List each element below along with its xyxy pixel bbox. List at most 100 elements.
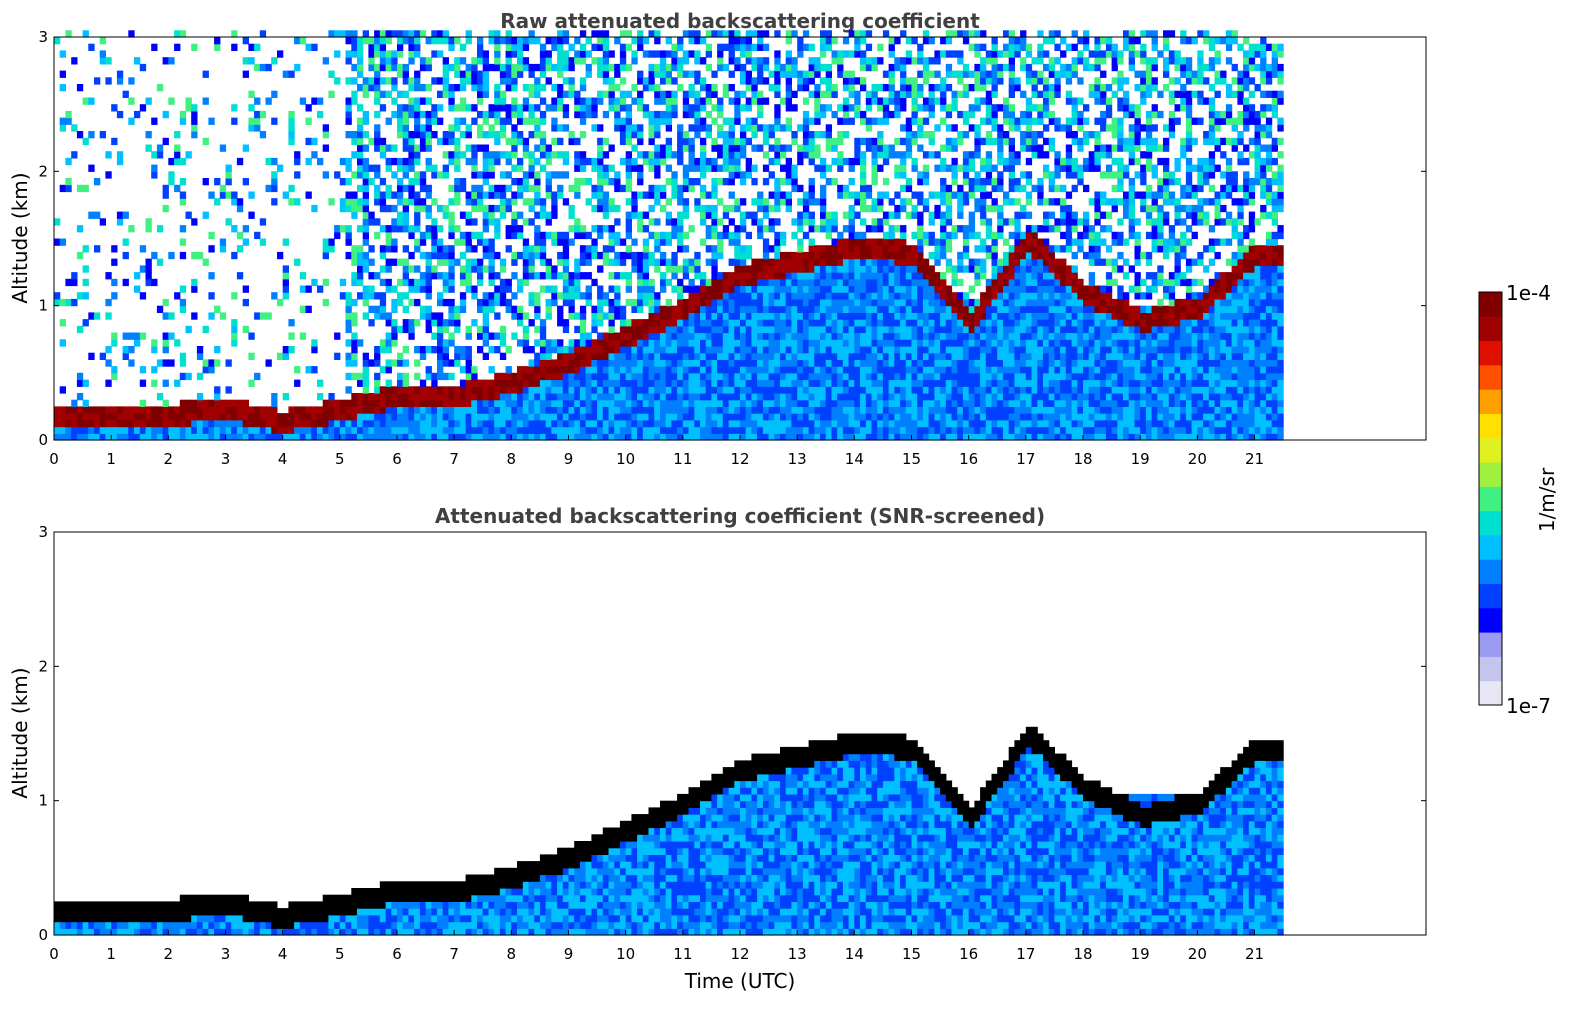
heatmap-cell [448,63,455,72]
heatmap-cell [722,157,730,166]
heatmap-cell [654,366,661,374]
heatmap-cell [740,77,747,85]
heatmap-cell [900,346,907,354]
heatmap-cell [922,312,930,320]
heatmap-cell [351,198,358,206]
heatmap-cell [459,57,467,65]
heatmap-cell [602,70,610,78]
heatmap-cell [808,77,815,85]
heatmap-cell [717,251,724,260]
heatmap-cell [231,406,238,414]
heatmap-cell [597,352,604,360]
heatmap-cell [345,426,352,434]
heatmap-cell [888,433,895,441]
heatmap-cell [419,278,427,287]
heatmap-cell [802,399,810,407]
heatmap-cell [374,433,381,441]
heatmap-cell [442,386,449,394]
heatmap-cell [700,419,707,428]
heatmap-cell [745,379,752,387]
heatmap-cell [842,157,850,166]
heatmap-cell [345,406,352,414]
heatmap-cell [534,245,541,253]
heatmap-cell [825,37,832,45]
heatmap-cell [391,225,398,233]
heatmap-cell [568,43,575,51]
heatmap-cell [637,77,644,85]
heatmap-cell [511,399,518,407]
heatmap-cell [848,50,855,58]
heatmap-cell [488,37,495,45]
heatmap-cell [568,393,575,401]
heatmap-cell [808,325,815,334]
heatmap-cell [837,419,844,428]
heatmap-cell [214,37,221,45]
heatmap-cell [442,151,449,159]
heatmap-cell [408,325,415,334]
heatmap-cell [871,265,878,273]
heatmap-cell [545,211,552,219]
heatmap-cell [528,90,535,98]
heatmap-cell [848,251,855,260]
heatmap-cell [888,298,895,307]
heatmap-cell [551,137,558,146]
heatmap-cell [614,251,621,260]
heatmap-cell [722,43,730,51]
heatmap-cell [379,57,387,65]
heatmap-cell [917,419,924,428]
heatmap-cell [174,292,181,300]
heatmap-cell [397,359,404,367]
heatmap-cell [339,399,347,407]
heatmap-cell [608,319,615,327]
heatmap-cell [282,265,289,273]
heatmap-cell [431,198,438,206]
heatmap-cell [328,90,335,98]
heatmap-cell [99,131,106,139]
heatmap-cell [339,30,347,38]
heatmap-cell [391,319,398,327]
heatmap-cell [665,258,672,266]
heatmap-cell [139,426,147,434]
heatmap-cell [379,339,387,347]
heatmap-cell [717,372,724,381]
heatmap-cell [471,57,478,65]
heatmap-cell [231,399,238,407]
heatmap-cell [82,426,89,434]
heatmap-cell [711,399,718,407]
heatmap-cell [574,97,581,105]
heatmap-cell [345,110,352,119]
heatmap-cell [705,231,712,240]
heatmap-cell [900,278,907,287]
heatmap-cell [688,50,695,58]
heatmap-cell [602,204,610,213]
heatmap-cell [762,258,770,266]
heatmap-cell [482,419,489,428]
heatmap-cell [842,298,850,307]
heatmap-cell [76,433,84,441]
heatmap-cell [231,191,238,199]
heatmap-cell [208,366,215,374]
heatmap-cell [151,366,158,374]
heatmap-cell [711,359,718,367]
heatmap-cell [865,238,873,246]
heatmap-cell [705,332,712,340]
heatmap-cell [494,231,501,240]
heatmap-cell [734,57,741,65]
heatmap-cell [671,433,678,441]
heatmap-cell [797,352,804,360]
heatmap-cell [894,164,901,172]
heatmap-cell [551,238,558,246]
heatmap-cell [597,298,604,307]
heatmap-cell [402,204,409,213]
heatmap-cell [911,104,918,112]
heatmap-cell [711,204,718,213]
heatmap-cell [825,178,832,186]
heatmap-cell [76,379,84,387]
heatmap-cell [391,433,398,441]
heatmap-cell [848,117,855,125]
heatmap-cell [660,406,667,414]
heatmap-cell [808,63,815,72]
heatmap-cell [534,251,541,260]
heatmap-cell [254,413,261,421]
heatmap-cell [854,90,861,98]
